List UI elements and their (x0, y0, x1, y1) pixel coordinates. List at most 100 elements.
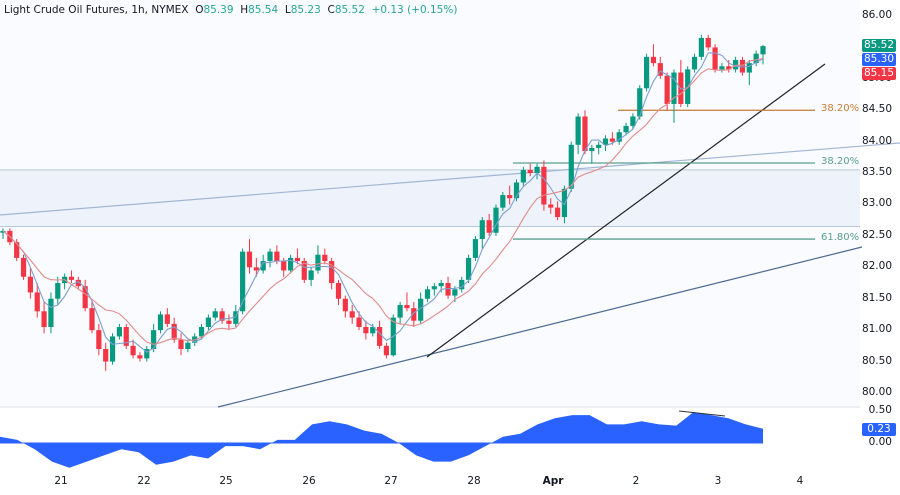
price-tag: 85.52 (862, 39, 896, 52)
candle-body (404, 305, 410, 309)
candle-body (144, 348, 150, 359)
candle-body (349, 311, 355, 318)
price-tick: 81.50 (861, 291, 892, 304)
low-label: L (284, 4, 291, 16)
candle-body (294, 257, 301, 262)
candle-body (746, 63, 752, 73)
candle-body (157, 314, 164, 331)
time-tick: 4 (796, 475, 804, 487)
candle-body (609, 138, 615, 142)
candle-body (370, 327, 376, 334)
candle-body (548, 204, 554, 208)
candle-body (103, 348, 109, 362)
candle-body (602, 138, 609, 145)
candle-body (109, 336, 116, 362)
candle-body (164, 314, 170, 324)
candle-body (151, 330, 157, 349)
candle-body (719, 66, 725, 70)
fib-level-label: 38.20% (821, 103, 860, 115)
candle-body (705, 37, 711, 48)
candle-body (75, 279, 81, 287)
high-label: H (240, 4, 249, 16)
candle-body (698, 37, 704, 57)
candle-body (438, 283, 444, 287)
candle-body (308, 270, 314, 280)
candle-body (342, 298, 348, 312)
price-tag: 85.15 (862, 67, 896, 80)
time-tick: 27 (384, 475, 398, 487)
candle-body (253, 267, 259, 271)
upper-channel-line (0, 142, 900, 216)
candle-body (41, 311, 47, 328)
candle-body (561, 188, 568, 218)
price-tick: 82.50 (861, 228, 892, 241)
candle-body (513, 182, 520, 199)
fib-level-label: 61.80% (821, 232, 860, 244)
candle-body (329, 261, 335, 284)
candle-body (650, 56, 657, 64)
candle-body (226, 320, 232, 324)
candle-body (753, 53, 759, 64)
price-tick: 81.00 (861, 323, 892, 336)
candle-body (486, 220, 492, 233)
candle-body (205, 317, 212, 328)
ma-fast-line (2, 52, 764, 353)
oscillator-area (0, 412, 763, 468)
candle-body (322, 254, 328, 262)
candle-body (27, 276, 33, 293)
candle-body (315, 254, 321, 271)
time-tick: 2 (632, 475, 640, 487)
candle-body (212, 311, 218, 318)
time-tick: 21 (54, 475, 68, 487)
candle-body (445, 283, 451, 296)
open-label: O (195, 4, 204, 16)
candle-body (616, 132, 622, 142)
time-tick: Apr (542, 475, 564, 487)
close-value: 85.52 (334, 4, 365, 16)
candle-body (233, 311, 239, 324)
candle-body (493, 207, 499, 233)
candle-body (287, 257, 294, 271)
symbol-title: Light Crude Oil Futures, 1h, NYMEX (4, 4, 189, 16)
price-tick: 84.00 (861, 134, 892, 147)
candle-body (240, 251, 246, 312)
candle-body (96, 330, 102, 349)
candle-body (137, 355, 143, 359)
oscillator-tick: 0.50 (868, 404, 892, 416)
candle-body (541, 166, 547, 205)
candle-body (55, 283, 61, 299)
time-tick: 22 (137, 475, 151, 487)
divergence-line (678, 410, 726, 417)
candle-body (582, 116, 588, 152)
candle-body (733, 59, 739, 70)
change-value: +0.13 (+0.15%) (371, 4, 458, 16)
candle-body (739, 59, 746, 73)
open-value: 85.39 (203, 4, 234, 16)
candle-body (246, 251, 253, 268)
close-label: C (327, 4, 335, 16)
candle-body (267, 251, 273, 262)
oscillator-current-tag: 0.23 (862, 423, 896, 436)
candle-body (356, 317, 362, 328)
candle-body (452, 289, 458, 296)
price-tag: 85.30 (862, 53, 896, 66)
candle-body (691, 56, 698, 70)
candle-body (554, 207, 561, 218)
candle-body (48, 298, 54, 328)
candle-body (534, 166, 540, 174)
candle-body (123, 327, 129, 346)
candle-body (185, 342, 191, 349)
high-value: 85.54 (248, 4, 279, 16)
candle-body (431, 286, 437, 290)
candle-body (274, 251, 280, 262)
candle-body (116, 327, 122, 337)
candle-body (219, 311, 225, 321)
price-tick: 86.00 (861, 9, 892, 21)
candle-body (520, 169, 526, 183)
candle-body (34, 292, 40, 312)
support-trendline (426, 63, 826, 358)
candle-body (68, 276, 75, 280)
candle-body (664, 75, 670, 104)
